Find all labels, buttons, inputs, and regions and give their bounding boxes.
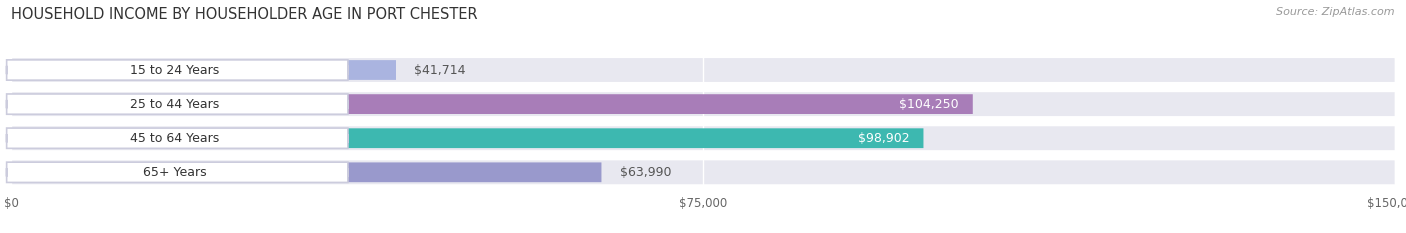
FancyBboxPatch shape (11, 162, 602, 182)
Text: $104,250: $104,250 (900, 98, 959, 111)
FancyBboxPatch shape (11, 126, 1395, 150)
FancyBboxPatch shape (7, 94, 347, 114)
Text: $41,714: $41,714 (415, 64, 465, 76)
Text: 65+ Years: 65+ Years (143, 166, 207, 179)
FancyBboxPatch shape (11, 60, 396, 80)
Text: Source: ZipAtlas.com: Source: ZipAtlas.com (1277, 7, 1395, 17)
FancyBboxPatch shape (7, 128, 347, 148)
FancyBboxPatch shape (11, 92, 1395, 116)
FancyBboxPatch shape (11, 160, 1395, 184)
Text: 25 to 44 Years: 25 to 44 Years (131, 98, 219, 111)
FancyBboxPatch shape (7, 60, 347, 80)
Text: 45 to 64 Years: 45 to 64 Years (131, 132, 219, 145)
Text: $98,902: $98,902 (858, 132, 910, 145)
Text: HOUSEHOLD INCOME BY HOUSEHOLDER AGE IN PORT CHESTER: HOUSEHOLD INCOME BY HOUSEHOLDER AGE IN P… (11, 7, 478, 22)
FancyBboxPatch shape (11, 94, 973, 114)
FancyBboxPatch shape (11, 58, 1395, 82)
Text: $63,990: $63,990 (620, 166, 672, 179)
FancyBboxPatch shape (11, 128, 924, 148)
FancyBboxPatch shape (7, 162, 347, 182)
Text: 15 to 24 Years: 15 to 24 Years (131, 64, 219, 76)
